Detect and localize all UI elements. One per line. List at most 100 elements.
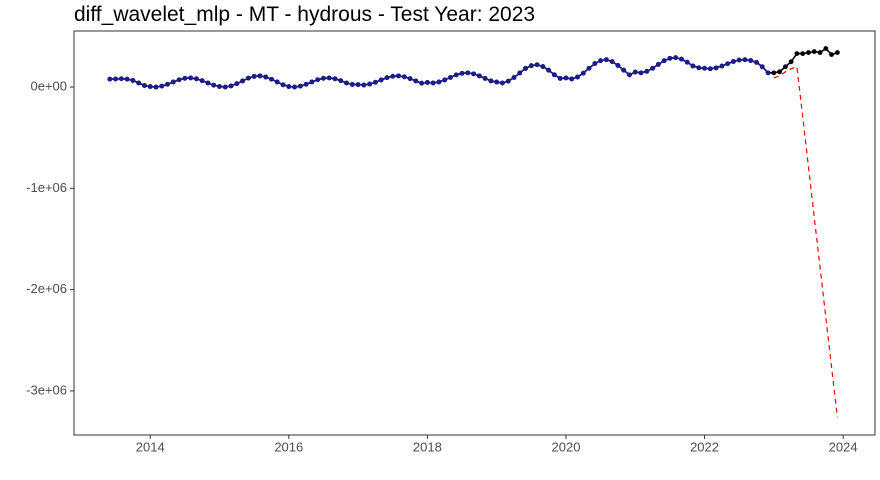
data-point: [396, 73, 401, 79]
data-point: [355, 82, 361, 87]
data-point: [338, 78, 344, 84]
y-tick-label: 0e+00: [30, 78, 67, 93]
data-point: [777, 69, 782, 75]
data-point: [297, 83, 303, 89]
data-point: [188, 75, 194, 81]
data-point: [627, 72, 632, 78]
data-point: [684, 59, 690, 65]
data-point: [465, 70, 471, 76]
data-point: [586, 65, 592, 71]
data-point: [205, 80, 211, 86]
data-point: [673, 55, 679, 61]
data-point: [222, 84, 228, 90]
data-point: [147, 84, 153, 89]
data-point: [771, 70, 777, 76]
data-point: [759, 64, 765, 70]
data-point: [621, 67, 627, 73]
data-point: [811, 49, 817, 54]
data-point: [505, 78, 511, 84]
x-tick-label: 2020: [552, 439, 581, 454]
data-point: [459, 70, 465, 76]
data-point: [361, 82, 367, 88]
data-point: [130, 78, 136, 83]
data-point: [413, 78, 419, 84]
data-point: [118, 76, 124, 82]
data-point: [448, 74, 453, 80]
data-point: [263, 74, 269, 80]
data-point: [471, 71, 476, 77]
data-point: [707, 66, 713, 72]
x-tick-label: 2022: [690, 439, 719, 454]
chart-title: diff_wavelet_mlp - MT - hydrous - Test Y…: [74, 3, 535, 26]
data-point: [453, 72, 459, 78]
data-point: [309, 79, 315, 85]
x-tick-label: 2024: [829, 439, 858, 454]
data-point: [575, 74, 580, 80]
data-point: [257, 73, 263, 79]
data-point: [113, 76, 118, 82]
data-point: [754, 60, 759, 65]
x-tick-label: 2018: [413, 439, 442, 454]
data-point: [246, 75, 251, 81]
data-point: [765, 70, 771, 76]
y-tick-label: -1e+06: [26, 180, 67, 195]
data-point: [517, 70, 523, 76]
data-point: [269, 76, 274, 82]
data-point: [800, 51, 806, 56]
data-point: [788, 59, 794, 65]
data-point: [176, 77, 182, 83]
data-point: [638, 70, 644, 76]
data-point: [494, 79, 500, 85]
data-point: [136, 80, 142, 86]
data-point: [644, 68, 650, 74]
data-point: [107, 76, 113, 82]
data-point: [580, 70, 586, 76]
data-point: [159, 83, 165, 89]
data-point: [731, 59, 736, 64]
data-point: [165, 81, 170, 87]
data-point: [170, 79, 176, 85]
data-point: [806, 50, 811, 55]
data-point: [211, 82, 217, 88]
data-point: [690, 63, 696, 69]
data-point: [557, 76, 563, 81]
data-point: [332, 76, 338, 82]
data-point: [679, 56, 684, 62]
data-point: [783, 64, 788, 70]
data-point: [540, 64, 546, 69]
x-tick-label: 2014: [136, 439, 165, 454]
data-point: [303, 81, 309, 87]
data-point: [194, 76, 199, 82]
data-point: [124, 76, 130, 82]
data-point: [736, 57, 742, 63]
data-point: [240, 78, 245, 84]
data-point: [142, 83, 147, 88]
data-point: [817, 50, 823, 55]
y-tick-label: -3e+06: [26, 382, 67, 397]
data-point: [321, 75, 326, 81]
data-point: [326, 75, 332, 81]
data-point: [661, 58, 667, 64]
data-point: [384, 75, 390, 81]
data-point: [609, 59, 615, 64]
data-point: [280, 82, 286, 88]
data-point: [500, 80, 505, 86]
data-point: [344, 80, 349, 86]
data-point: [390, 73, 396, 79]
data-point: [378, 77, 384, 83]
data-point: [667, 55, 673, 61]
data-point: [551, 72, 557, 78]
data-point: [153, 84, 159, 90]
data-point: [834, 50, 840, 55]
data-point: [603, 57, 609, 63]
data-point: [655, 62, 661, 67]
data-point: [823, 46, 829, 51]
data-point: [794, 51, 800, 56]
data-point: [829, 52, 834, 58]
x-tick-label: 2016: [274, 439, 303, 454]
data-point: [217, 84, 222, 89]
data-point: [488, 78, 494, 84]
data-point: [569, 76, 575, 82]
data-point: [274, 79, 280, 85]
data-point: [373, 79, 378, 85]
